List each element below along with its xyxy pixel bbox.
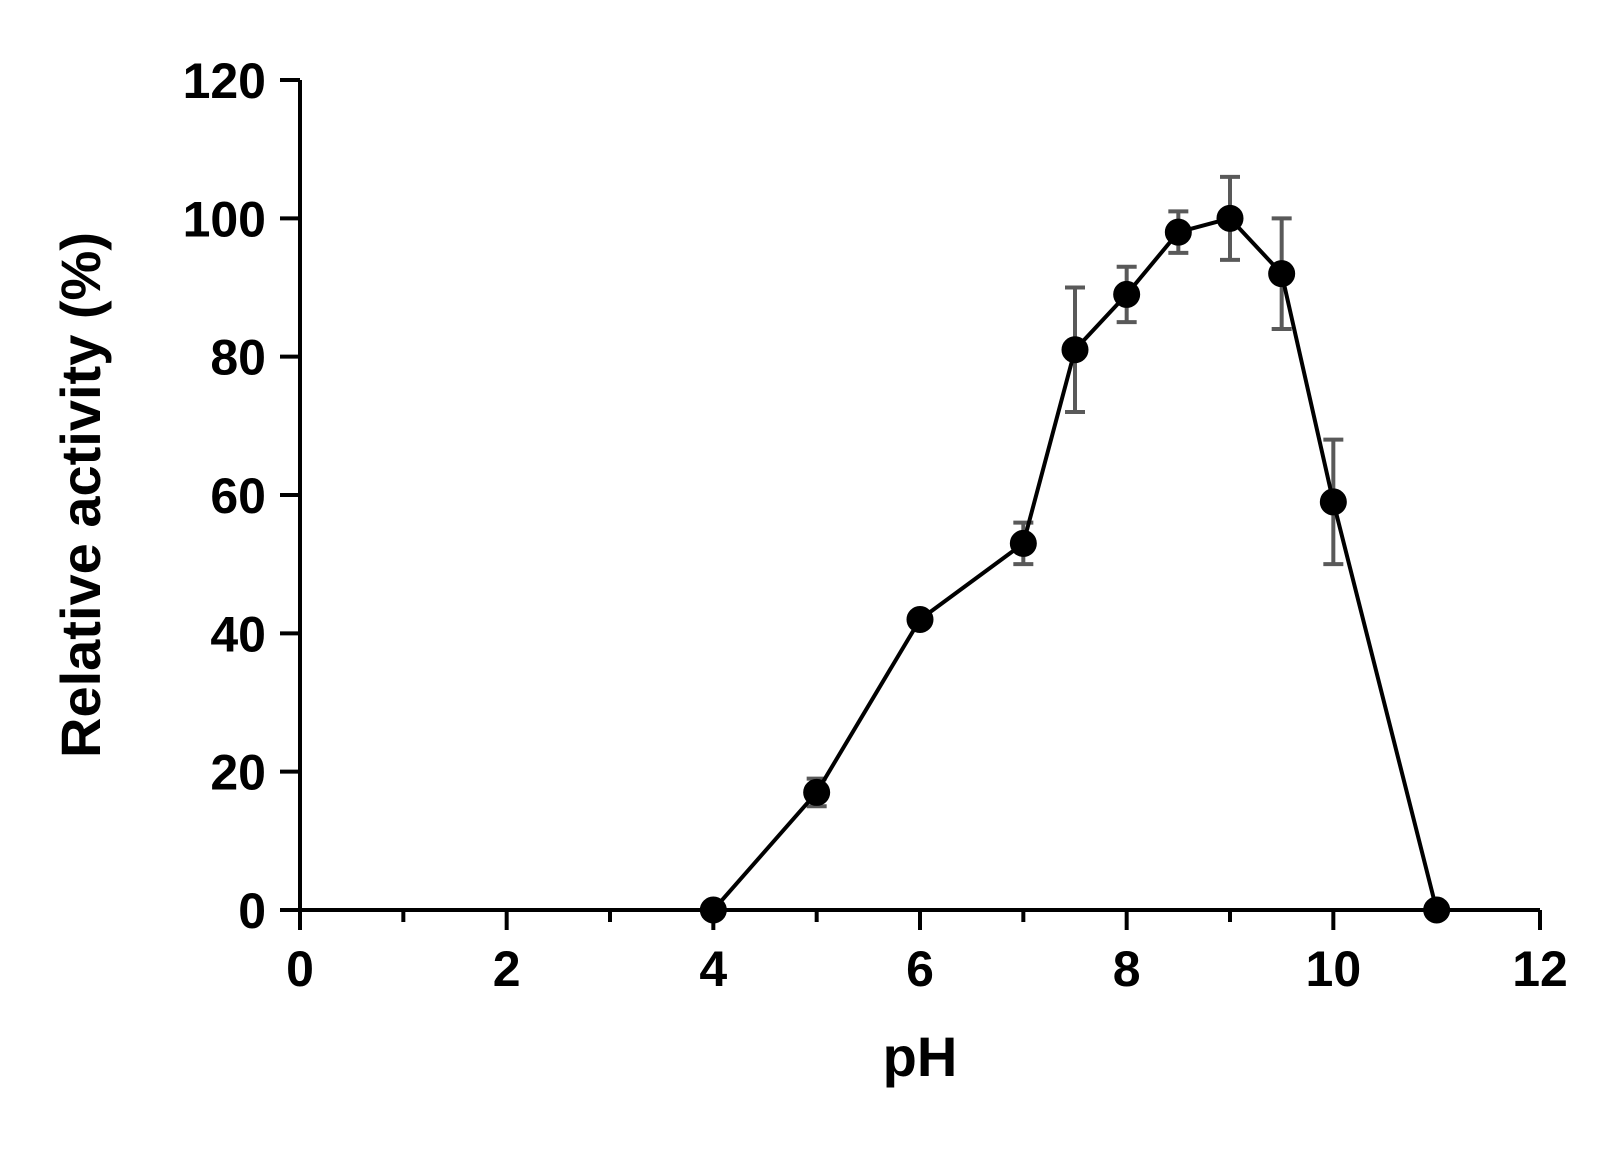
y-tick-label: 80 [210, 330, 266, 386]
x-axis-label: pH [883, 1025, 958, 1088]
y-tick-label: 0 [238, 883, 266, 939]
chart-container: 024681012020406080100120pHRelative activ… [40, 40, 1575, 1126]
data-marker [1269, 261, 1295, 287]
ph-activity-chart: 024681012020406080100120pHRelative activ… [40, 40, 1575, 1121]
x-tick-label: 10 [1306, 941, 1362, 997]
data-marker [1424, 897, 1450, 923]
data-marker [700, 897, 726, 923]
data-marker [804, 779, 830, 805]
y-tick-label: 60 [210, 468, 266, 524]
x-tick-label: 2 [493, 941, 521, 997]
x-tick-label: 4 [699, 941, 727, 997]
x-tick-label: 12 [1512, 941, 1568, 997]
data-marker [1165, 219, 1191, 245]
y-tick-label: 40 [210, 606, 266, 662]
data-marker [1114, 281, 1140, 307]
y-tick-label: 20 [210, 745, 266, 801]
x-tick-label: 0 [286, 941, 314, 997]
data-marker [1320, 489, 1346, 515]
x-tick-label: 8 [1113, 941, 1141, 997]
x-tick-label: 6 [906, 941, 934, 997]
data-marker [907, 607, 933, 633]
data-marker [1217, 205, 1243, 231]
data-marker [1010, 530, 1036, 556]
y-axis-label: Relative activity (%) [49, 232, 112, 758]
data-marker [1062, 337, 1088, 363]
y-tick-label: 100 [183, 191, 266, 247]
y-tick-label: 120 [183, 53, 266, 109]
